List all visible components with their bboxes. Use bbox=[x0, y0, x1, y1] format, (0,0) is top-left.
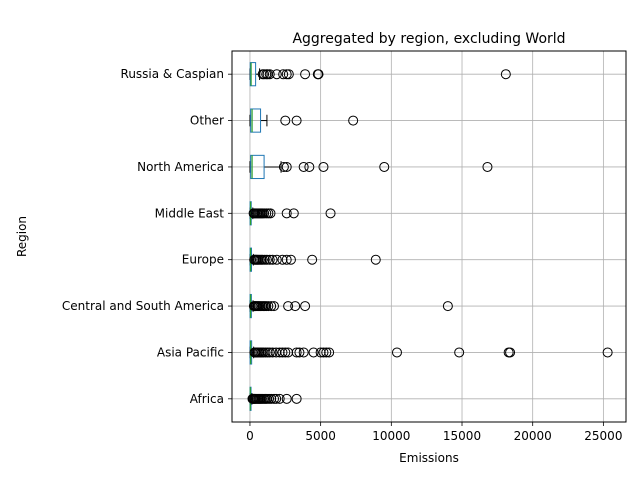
outlier-point bbox=[294, 347, 305, 358]
outlier-point bbox=[278, 161, 289, 172]
outlier-point bbox=[281, 254, 292, 265]
x-tick-label: 10000 bbox=[372, 429, 410, 443]
outlier-point bbox=[298, 347, 309, 358]
outlier-point bbox=[264, 254, 275, 265]
outlier-point bbox=[315, 347, 326, 358]
outlier-point bbox=[283, 347, 294, 358]
outlier-point bbox=[308, 347, 319, 358]
outlier-point bbox=[321, 347, 332, 358]
outlier-point bbox=[298, 161, 309, 172]
outlier-point bbox=[268, 301, 279, 312]
x-tick-label: 15000 bbox=[443, 429, 481, 443]
outlier-point bbox=[274, 347, 285, 358]
outlier-point bbox=[442, 301, 453, 312]
y-tick-label: Other bbox=[190, 114, 224, 128]
outlier-point bbox=[505, 347, 516, 358]
outlier-point bbox=[318, 161, 329, 172]
outlier-point bbox=[313, 69, 324, 80]
outlier-markers bbox=[247, 69, 613, 404]
outlier-point bbox=[291, 115, 302, 126]
y-tick-label: Russia & Caspian bbox=[121, 67, 224, 81]
y-tick-label: North America bbox=[137, 160, 224, 174]
outlier-point bbox=[277, 254, 288, 265]
outlier-point bbox=[482, 161, 493, 172]
outlier-point bbox=[379, 161, 390, 172]
outlier-point bbox=[283, 301, 294, 312]
outlier-point bbox=[281, 208, 292, 219]
outlier-point bbox=[267, 254, 278, 265]
outlier-point bbox=[263, 301, 274, 312]
y-tick-label: Asia Pacific bbox=[157, 345, 224, 359]
outlier-point bbox=[271, 69, 282, 80]
outlier-point bbox=[291, 393, 302, 404]
outlier-point bbox=[267, 347, 278, 358]
outlier-point bbox=[290, 301, 301, 312]
box-iqr bbox=[250, 154, 265, 180]
outlier-point bbox=[285, 254, 296, 265]
outlier-point bbox=[280, 347, 291, 358]
outlier-point bbox=[325, 208, 336, 219]
outlier-point bbox=[318, 347, 329, 358]
outlier-point bbox=[324, 347, 335, 358]
outlier-point bbox=[500, 69, 511, 80]
outlier-point bbox=[370, 254, 381, 265]
x-axis-title: Emissions bbox=[399, 451, 459, 465]
outlier-point bbox=[266, 393, 277, 404]
chart-title: Aggregated by region, excluding World bbox=[292, 31, 565, 47]
x-tick-label: 25000 bbox=[584, 429, 622, 443]
outlier-point bbox=[300, 301, 311, 312]
outlier-point bbox=[391, 347, 402, 358]
y-axis-title: Region bbox=[15, 216, 29, 257]
x-tick-label: 5000 bbox=[305, 429, 336, 443]
outlier-point bbox=[281, 393, 292, 404]
outlier-point bbox=[271, 393, 282, 404]
outlier-point bbox=[261, 254, 272, 265]
outlier-point bbox=[300, 69, 311, 80]
x-tick-label: 0 bbox=[246, 429, 254, 443]
outlier-point bbox=[278, 69, 289, 80]
box-iqr bbox=[249, 62, 257, 87]
y-tick-label: Middle East bbox=[155, 206, 225, 220]
outlier-point bbox=[304, 161, 315, 172]
outlier-point bbox=[274, 393, 285, 404]
outlier-point bbox=[266, 301, 277, 312]
x-tick-label: 20000 bbox=[514, 429, 552, 443]
box-iqr bbox=[250, 108, 262, 133]
plot-area-frame bbox=[231, 50, 627, 423]
outlier-point bbox=[291, 347, 302, 358]
grid-lines bbox=[232, 51, 626, 422]
outlier-point bbox=[264, 69, 275, 80]
y-tick-label: Central and South America bbox=[62, 299, 224, 313]
outlier-point bbox=[277, 347, 288, 358]
outlier-point bbox=[283, 69, 294, 80]
outlier-point bbox=[288, 208, 299, 219]
outlier-point bbox=[265, 208, 276, 219]
outlier-point bbox=[264, 347, 275, 358]
outlier-point bbox=[348, 115, 359, 126]
outlier-point bbox=[602, 347, 613, 358]
outlier-point bbox=[271, 254, 282, 265]
outlier-point bbox=[280, 115, 291, 126]
axis-ticks: 0 5000 10000 15000 20000 25000 Africa Asia Paci… bbox=[62, 67, 623, 443]
y-tick-label: Africa bbox=[190, 392, 224, 406]
outlier-point bbox=[281, 161, 292, 172]
outlier-point bbox=[307, 254, 318, 265]
y-tick-label: Europe bbox=[182, 253, 224, 267]
outlier-point bbox=[454, 347, 465, 358]
